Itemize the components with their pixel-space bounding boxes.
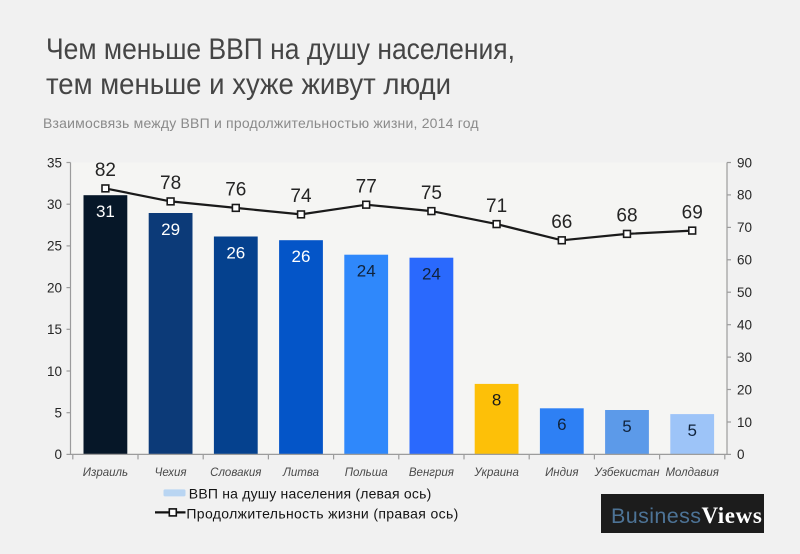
svg-text:24: 24 [357, 262, 376, 281]
svg-text:10: 10 [737, 415, 752, 430]
svg-text:78: 78 [160, 173, 181, 194]
svg-text:90: 90 [737, 155, 752, 170]
svg-text:Польша: Польша [345, 467, 388, 479]
svg-text:77: 77 [356, 177, 377, 198]
svg-text:Венгрия: Венгрия [409, 467, 454, 479]
svg-text:Израиль: Израиль [83, 467, 128, 479]
svg-text:Узбекистан: Узбекистан [593, 467, 660, 479]
svg-text:74: 74 [290, 186, 312, 207]
svg-text:40: 40 [737, 318, 752, 333]
svg-text:0: 0 [54, 447, 62, 462]
svg-text:24: 24 [422, 265, 441, 284]
svg-text:Индия: Индия [545, 467, 578, 479]
svg-text:75: 75 [421, 183, 442, 204]
svg-text:71: 71 [486, 196, 507, 217]
svg-text:26: 26 [292, 247, 311, 266]
svg-text:ВВП на душу населения (левая о: ВВП на душу населения (левая ось) [189, 486, 432, 502]
svg-text:0: 0 [737, 447, 745, 462]
svg-text:15: 15 [47, 322, 62, 337]
svg-text:Чехия: Чехия [155, 467, 187, 479]
svg-text:6: 6 [557, 415, 566, 434]
svg-text:5: 5 [622, 417, 631, 436]
svg-text:30: 30 [737, 350, 752, 365]
svg-text:80: 80 [737, 188, 752, 203]
svg-text:35: 35 [47, 155, 62, 170]
svg-text:68: 68 [616, 206, 637, 227]
svg-text:20: 20 [47, 280, 62, 295]
svg-text:10: 10 [47, 364, 62, 379]
svg-text:Украина: Украина [473, 467, 519, 479]
svg-text:5: 5 [54, 406, 62, 421]
svg-text:29: 29 [161, 220, 180, 239]
svg-text:82: 82 [95, 160, 116, 181]
svg-text:25: 25 [47, 239, 62, 254]
svg-text:69: 69 [682, 202, 703, 223]
svg-text:8: 8 [492, 391, 501, 410]
svg-text:60: 60 [737, 253, 752, 268]
svg-text:Продолжительность жизни (права: Продолжительность жизни (правая ось) [186, 505, 458, 521]
svg-text:30: 30 [47, 197, 62, 212]
svg-text:31: 31 [96, 202, 115, 221]
svg-text:20: 20 [737, 382, 752, 397]
svg-text:66: 66 [551, 212, 572, 233]
svg-text:Словакия: Словакия [210, 467, 261, 479]
svg-text:76: 76 [225, 180, 246, 201]
svg-text:26: 26 [226, 243, 245, 262]
svg-text:70: 70 [737, 220, 752, 235]
svg-text:5: 5 [687, 421, 696, 440]
svg-text:Молдавия: Молдавия [665, 467, 719, 479]
svg-text:Литва: Литва [282, 467, 319, 479]
svg-text:50: 50 [737, 285, 752, 300]
